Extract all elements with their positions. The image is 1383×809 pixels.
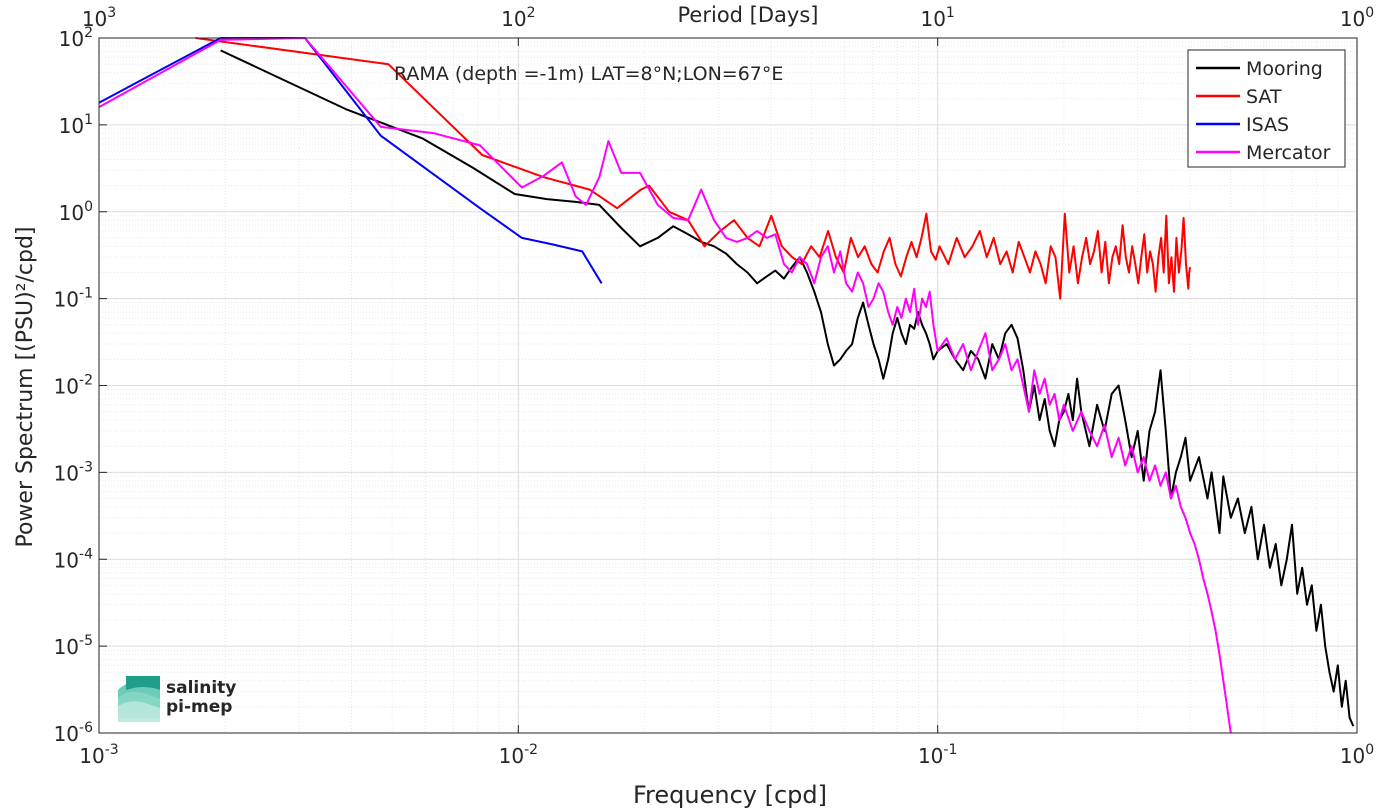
legend-label: SAT (1246, 86, 1282, 108)
legend-label: Mercator (1246, 142, 1331, 164)
x-tick-label: 100 (1340, 742, 1374, 768)
series-layer (98, 37, 1355, 734)
x-tick-label: 10-3 (79, 742, 118, 768)
top-axis-label: Period [Days] (678, 3, 819, 27)
y-axis-label: Power Spectrum [(PSU)²/cpd] (13, 226, 38, 547)
chart-annotation: RAMA (depth =-1m) LAT=8°N;LON=67°E (394, 63, 783, 85)
y-tick-label: 10-3 (54, 459, 93, 485)
series-line-mooring (220, 49, 1355, 727)
series-line-sat (195, 37, 1192, 300)
grid (99, 38, 1357, 733)
logo-waves-icon (118, 676, 160, 722)
salinity-pi-mep-logo: salinity pi-mep (118, 676, 236, 722)
y-tick-label: 10-4 (54, 546, 94, 572)
y-tick-label: 10-1 (54, 286, 93, 312)
x-axis-label: Frequency [cpd] (633, 781, 827, 809)
y-tick-label: 102 (59, 25, 93, 51)
legend-label: ISAS (1246, 114, 1289, 136)
legend-label: Mooring (1246, 58, 1323, 80)
logo-line2: pi-mep (166, 697, 232, 717)
y-tick-label: 10-2 (54, 373, 93, 399)
y-tick-label: 10-5 (54, 633, 93, 659)
top-tick-label: 102 (501, 5, 535, 31)
top-tick-label: 103 (82, 5, 116, 31)
y-tick-label: 100 (59, 199, 93, 225)
y-tick-label: 10-6 (54, 720, 94, 746)
tick-layer: 10-3 10-2 10-1 100 10-6 10-5 10-4 10-3 10-2 10-1 1… (54, 5, 1375, 768)
legend: Mooring SAT ISAS Mercator (1187, 49, 1346, 168)
logo-line1: salinity (166, 678, 236, 698)
series-line-mercator (98, 37, 1232, 734)
y-tick-label: 101 (59, 112, 93, 138)
top-tick-label: 100 (1340, 5, 1374, 31)
x-tick-label: 10-1 (918, 742, 957, 768)
top-tick-label: 101 (920, 5, 954, 31)
x-tick-label: 10-2 (499, 742, 538, 768)
